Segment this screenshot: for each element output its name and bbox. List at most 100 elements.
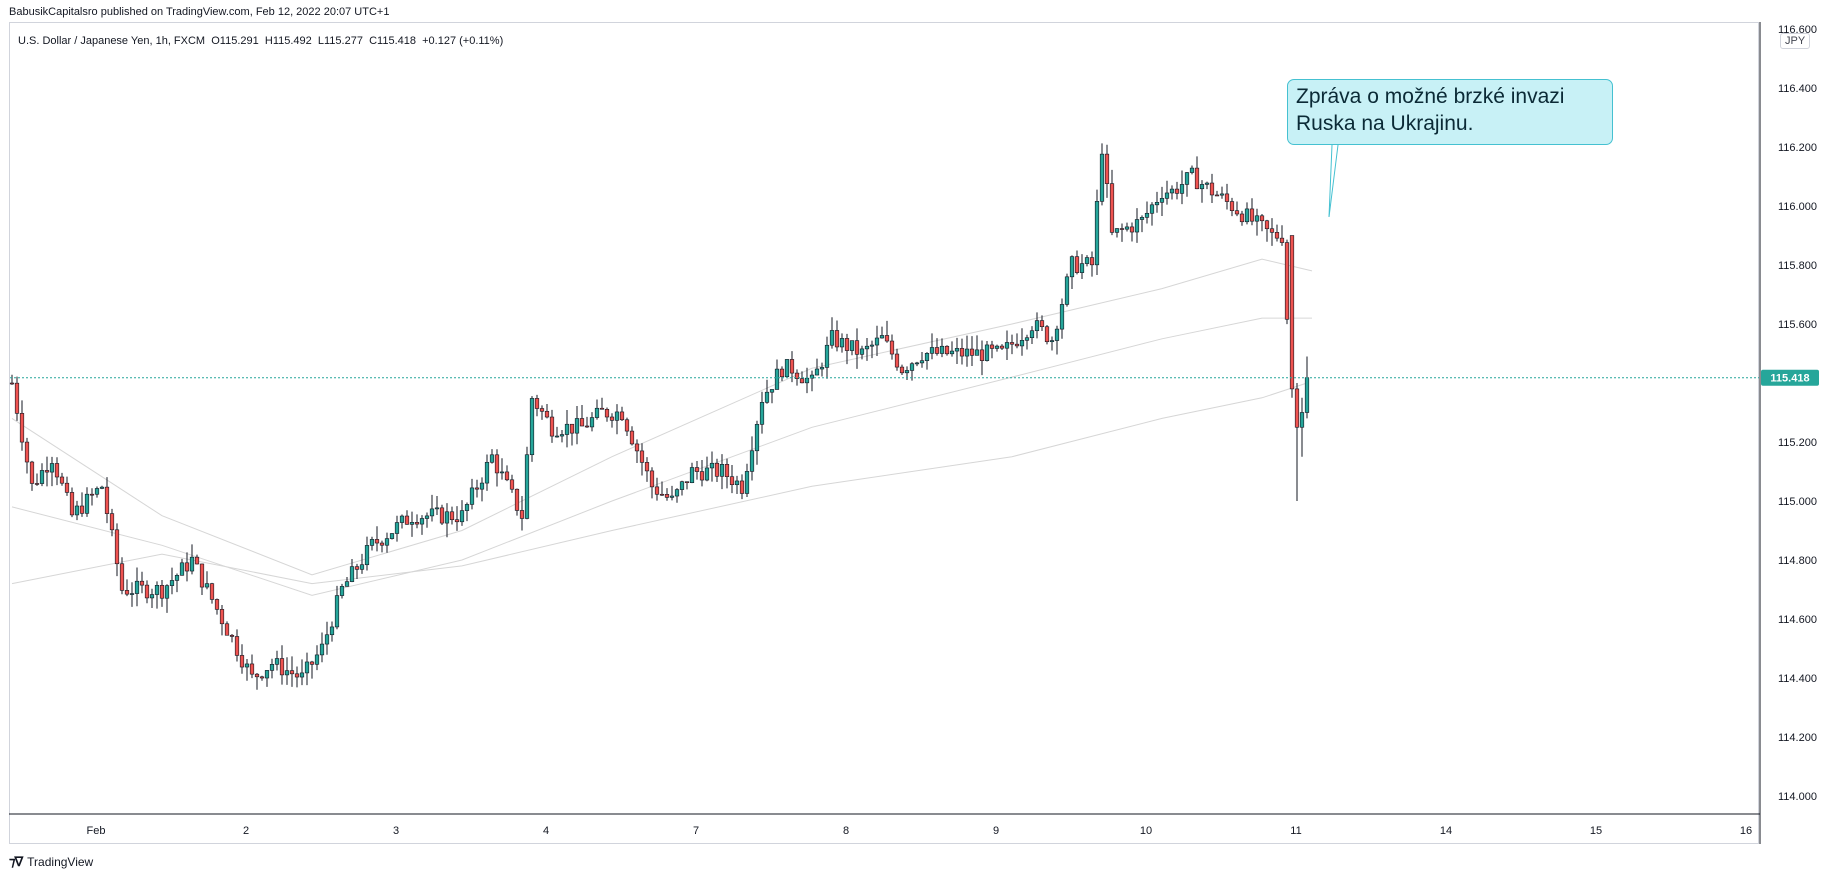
time-tick-label: Feb — [87, 825, 106, 837]
candle — [924, 352, 930, 370]
candle-body — [1299, 412, 1305, 428]
candle-body — [99, 486, 105, 489]
candle — [349, 559, 355, 583]
candle — [1299, 397, 1305, 457]
candle — [504, 465, 510, 482]
candle — [684, 481, 690, 490]
candle — [654, 477, 660, 501]
candle-body — [989, 344, 995, 349]
candle — [809, 370, 815, 392]
candle — [179, 558, 185, 576]
candle — [329, 621, 335, 642]
candle — [209, 582, 215, 604]
currency-button[interactable]: JPY — [1780, 33, 1811, 49]
candle-body — [1199, 184, 1205, 190]
candle — [374, 526, 380, 552]
time-tick-label: 10 — [1140, 825, 1152, 837]
candle-body — [254, 673, 260, 678]
last-price-tag: 115.418 — [1761, 369, 1819, 386]
candle — [1219, 186, 1225, 199]
candle-body — [409, 522, 415, 525]
candle-body — [19, 413, 25, 443]
candle-body — [694, 467, 700, 472]
candle — [1229, 197, 1235, 217]
candle-body — [124, 590, 130, 595]
candle — [144, 580, 150, 604]
candle-body — [194, 556, 200, 565]
candle-body — [64, 482, 70, 493]
candle — [359, 553, 365, 574]
candle-body — [909, 363, 915, 371]
time-tick-label: 8 — [843, 825, 849, 837]
tradingview-brand[interactable]: ⁊∇ TradingView — [9, 854, 93, 870]
candle — [289, 656, 295, 687]
candle — [1279, 225, 1285, 246]
candle-body — [104, 486, 110, 514]
candle-body — [804, 377, 810, 384]
candle-body — [1149, 204, 1155, 214]
candle — [154, 581, 160, 609]
candle-body — [859, 348, 865, 355]
candle-body — [1209, 182, 1215, 196]
candle-body — [389, 533, 395, 539]
legend-high: H115.492 — [264, 35, 312, 47]
candle — [414, 514, 420, 529]
candle-body — [934, 347, 940, 354]
candle — [609, 413, 615, 428]
candle — [824, 336, 830, 379]
published-header: BabusikCapitalsro published on TradingVi… — [9, 6, 390, 18]
candle-body — [369, 539, 375, 546]
candle-body — [944, 345, 950, 355]
candle-body — [1244, 208, 1250, 223]
candle — [1249, 198, 1255, 226]
candle — [1024, 334, 1030, 350]
candle — [969, 336, 975, 367]
candle-body — [249, 663, 255, 675]
candle — [524, 446, 530, 520]
candle-body — [459, 510, 465, 523]
candle-body — [984, 344, 990, 361]
candle-body — [79, 505, 85, 514]
legend-low: L115.277 — [317, 35, 363, 47]
candle-body — [1189, 167, 1195, 173]
candle — [164, 584, 170, 613]
candle-body — [59, 476, 65, 484]
candle-body — [159, 585, 165, 599]
candle — [284, 657, 290, 685]
candle-body — [534, 398, 540, 409]
callout-line-1: Zpráva o možné brzké invazi — [1296, 85, 1565, 108]
candle — [844, 333, 850, 365]
candle-body — [774, 368, 780, 390]
news-callout[interactable]: Zpráva o možné brzké invazi Ruska na Ukr… — [1287, 79, 1613, 145]
candle — [274, 650, 280, 671]
candle-body — [1014, 343, 1020, 347]
candle-body — [579, 418, 585, 427]
candle-body — [109, 513, 115, 531]
candle-body — [939, 345, 945, 354]
candle — [484, 454, 490, 491]
candle — [89, 488, 95, 506]
candle-body — [204, 583, 210, 588]
candle-body — [834, 330, 840, 348]
candle-body — [289, 670, 295, 675]
candle-body — [659, 493, 665, 496]
candle — [1114, 228, 1120, 238]
candle-body — [479, 482, 485, 490]
candle-body — [219, 609, 225, 625]
candle — [879, 326, 885, 339]
candle — [534, 394, 540, 417]
candle-body — [1169, 188, 1175, 194]
candle — [919, 351, 925, 368]
candle — [634, 439, 640, 463]
candle — [1189, 165, 1195, 175]
candle-body — [974, 349, 980, 356]
candle — [804, 367, 810, 394]
candle-body — [1029, 330, 1035, 339]
candle — [269, 658, 275, 679]
candle — [949, 341, 955, 357]
price-tick-label: 115.600 — [1778, 319, 1817, 331]
candle — [259, 675, 265, 681]
candle-body — [614, 411, 620, 421]
time-axis: Feb 2 3 4 7 8 9 10 11 14 15 16 — [87, 825, 1753, 837]
